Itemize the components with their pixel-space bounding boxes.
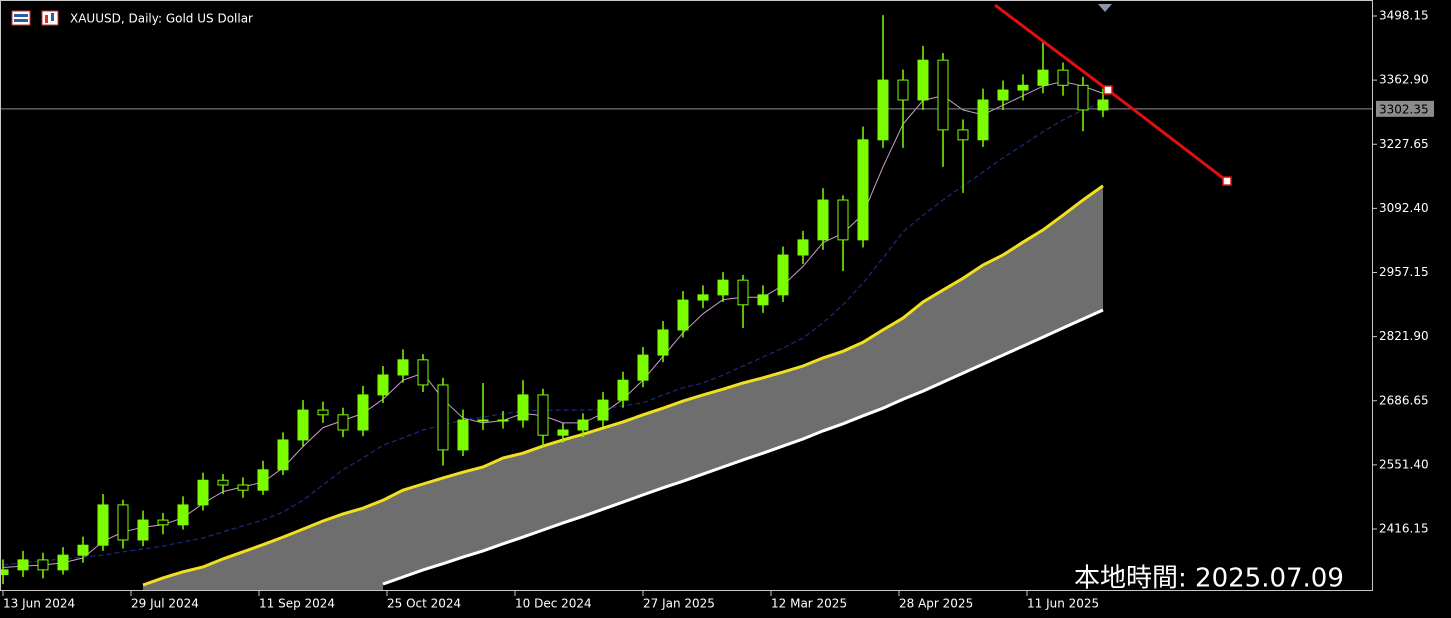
candle-body bbox=[417, 359, 429, 386]
icon bbox=[41, 10, 59, 26]
candle-body bbox=[1097, 99, 1109, 111]
x-tick-label: 29 Jul 2024 bbox=[131, 597, 199, 611]
candle-body bbox=[377, 374, 389, 396]
candle-body bbox=[237, 484, 249, 491]
candle-body bbox=[677, 299, 689, 331]
candle-body bbox=[957, 129, 969, 141]
x-tick-label: 27 Jan 2025 bbox=[643, 597, 715, 611]
candle-body bbox=[737, 279, 749, 306]
candle-body bbox=[997, 89, 1009, 101]
y-tick-label: 3498.15 bbox=[1379, 9, 1429, 23]
indicator-line bbox=[382, 308, 1104, 586]
plot-frame bbox=[0, 0, 1373, 591]
y-tick-label: 2416.15 bbox=[1379, 522, 1429, 536]
trend-anchor bbox=[1222, 176, 1232, 186]
candle-body bbox=[197, 479, 209, 506]
menu-icons bbox=[11, 10, 59, 26]
x-tick-label: 12 Mar 2025 bbox=[771, 597, 847, 611]
candle-body bbox=[57, 554, 69, 571]
candle-body bbox=[717, 279, 729, 296]
candle-body bbox=[797, 239, 809, 256]
candle-body bbox=[577, 419, 589, 431]
y-tick-label: 2686.65 bbox=[1379, 393, 1429, 407]
y-tick-label: 2821.90 bbox=[1379, 329, 1429, 343]
candle-body bbox=[837, 199, 849, 241]
candle-body bbox=[277, 439, 289, 471]
candle-body bbox=[17, 559, 29, 571]
candle-body bbox=[937, 59, 949, 131]
indicator-line bbox=[142, 184, 1104, 587]
band-fill bbox=[143, 185, 1103, 591]
candle-body bbox=[137, 519, 149, 541]
candle-body bbox=[697, 294, 709, 301]
y-tick-label: 2551.40 bbox=[1379, 457, 1429, 471]
candle-body bbox=[317, 409, 329, 416]
indicator-line bbox=[2, 101, 1104, 566]
candle-body bbox=[597, 399, 609, 421]
candle-body bbox=[37, 559, 49, 571]
x-tick-label: 10 Dec 2024 bbox=[515, 597, 592, 611]
candle-body bbox=[1017, 84, 1029, 91]
candle-body bbox=[537, 394, 549, 436]
x-tick-label: 25 Oct 2024 bbox=[387, 597, 461, 611]
x-tick-label: 11 Sep 2024 bbox=[259, 597, 335, 611]
y-tick-label: 3227.65 bbox=[1379, 137, 1429, 151]
candle-body bbox=[297, 409, 309, 441]
candle-body bbox=[0, 569, 9, 576]
candle-body bbox=[337, 414, 349, 431]
candle-body bbox=[77, 544, 89, 556]
current-price-label: 3302.35 bbox=[1379, 102, 1429, 116]
marker bbox=[1098, 4, 1112, 12]
candle-body bbox=[357, 394, 369, 431]
candle-body bbox=[257, 469, 269, 491]
candle-body bbox=[177, 504, 189, 526]
candle-body bbox=[397, 359, 409, 376]
candle-body bbox=[817, 199, 829, 241]
plot-area bbox=[0, 15, 1373, 591]
y-tick-label: 2957.15 bbox=[1379, 265, 1429, 279]
y-tick-label: 3092.40 bbox=[1379, 201, 1429, 215]
y-tick-label: 3362.90 bbox=[1379, 73, 1429, 87]
local-time: 本地時間: 2025.07.09 bbox=[1074, 564, 1344, 594]
candle-body bbox=[517, 394, 529, 421]
candle-body bbox=[97, 504, 109, 546]
candle-body bbox=[557, 429, 569, 436]
candle-body bbox=[437, 384, 449, 451]
icon bbox=[11, 10, 31, 26]
x-tick-label: 28 Apr 2025 bbox=[899, 597, 973, 611]
icon bbox=[14, 19, 28, 22]
icon bbox=[51, 13, 54, 21]
candle-body bbox=[977, 99, 989, 141]
candle-body bbox=[637, 354, 649, 381]
candle-body bbox=[1037, 69, 1049, 86]
candle-body bbox=[157, 519, 169, 526]
x-tick-label: 13 Jun 2024 bbox=[3, 597, 75, 611]
candle-body bbox=[877, 79, 889, 141]
candle-body bbox=[657, 329, 669, 356]
candle-body bbox=[777, 254, 789, 296]
chart-title: XAUUSD, Daily: Gold US Dollar bbox=[70, 12, 253, 26]
icon bbox=[45, 15, 48, 23]
x-tick-label: 11 Jun 2025 bbox=[1027, 597, 1099, 611]
trend-anchor bbox=[1103, 85, 1113, 95]
candle-body bbox=[457, 419, 469, 451]
candle-body bbox=[757, 294, 769, 306]
candle-body bbox=[497, 419, 509, 422]
candle-body bbox=[617, 379, 629, 401]
current-price-box bbox=[1376, 100, 1434, 117]
candle-body bbox=[1077, 84, 1089, 111]
candle-body bbox=[1057, 69, 1069, 86]
icon bbox=[14, 14, 28, 17]
candle-body bbox=[117, 504, 129, 541]
candle-body bbox=[917, 59, 929, 101]
candle-body bbox=[477, 419, 489, 422]
candle-body bbox=[217, 479, 229, 486]
candle-body bbox=[897, 79, 909, 101]
candle-body bbox=[857, 139, 869, 241]
